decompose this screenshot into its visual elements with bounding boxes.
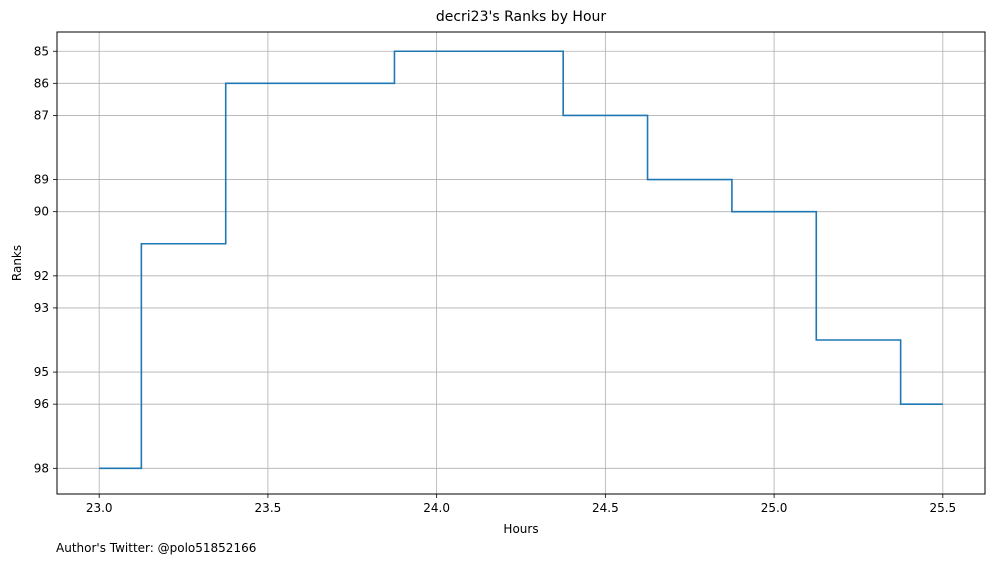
y-tick-label: 92 [34,269,49,283]
x-tick-label: 24.0 [423,501,450,515]
y-tick-label: 86 [34,76,49,90]
x-tick-label: 23.5 [255,501,282,515]
rank-step-line [99,50,943,470]
axis-ticks: 23.0 23.5 24.0 24.5 25.0 25.5 85 86 87 89 90 92 93 95… [34,44,956,515]
x-tick-label: 25.5 [929,501,956,515]
y-axis-label: Ranks [10,245,24,281]
series-layer [99,50,943,470]
plot-frame [56,31,986,495]
y-tick-label: 98 [34,461,49,475]
x-tick-label: 23.0 [86,501,113,515]
y-tick-label: 96 [34,397,49,411]
x-axis-label: Hours [503,522,538,536]
y-tick-label: 89 [34,173,49,187]
y-tick-label: 85 [34,44,49,58]
grid-lines [57,32,985,494]
chart-title: decri23's Ranks by Hour [436,9,607,25]
x-tick-label: 24.5 [592,501,619,515]
x-tick-label: 25.0 [761,501,788,515]
author-twitter-credit: Author's Twitter: @polo51852166 [56,541,256,555]
y-tick-label: 87 [34,108,49,122]
y-tick-label: 95 [34,365,49,379]
y-tick-label: 93 [34,301,49,315]
y-tick-label: 90 [34,205,49,219]
